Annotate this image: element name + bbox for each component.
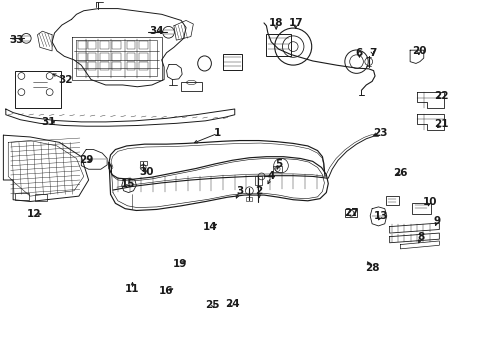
Text: 26: 26 <box>392 168 407 178</box>
Text: 12: 12 <box>27 209 41 219</box>
Text: 11: 11 <box>125 284 140 294</box>
Bar <box>35 194 47 201</box>
Bar <box>139 53 147 61</box>
Text: 28: 28 <box>364 263 379 273</box>
Text: 30: 30 <box>139 167 153 177</box>
Circle shape <box>288 42 298 51</box>
Text: 9: 9 <box>432 216 440 226</box>
Text: 1: 1 <box>214 129 221 138</box>
Text: 20: 20 <box>411 46 425 56</box>
Text: 10: 10 <box>422 197 436 207</box>
Bar <box>126 62 135 70</box>
Bar <box>78 62 86 70</box>
Text: 15: 15 <box>120 179 135 189</box>
Text: 14: 14 <box>203 222 217 231</box>
Text: 22: 22 <box>434 91 448 101</box>
Text: 34: 34 <box>149 26 164 36</box>
Text: 8: 8 <box>416 232 424 242</box>
Bar <box>181 82 201 91</box>
Bar <box>112 62 121 70</box>
Bar <box>139 62 147 70</box>
Bar <box>100 41 108 49</box>
Bar <box>87 62 96 70</box>
Text: 23: 23 <box>372 128 386 138</box>
Bar <box>87 53 96 61</box>
Bar <box>345 210 356 217</box>
Text: 19: 19 <box>173 259 187 269</box>
Bar <box>246 197 252 201</box>
Bar <box>15 193 29 200</box>
Text: 31: 31 <box>41 117 56 127</box>
Text: 16: 16 <box>159 286 173 296</box>
Bar <box>126 41 135 49</box>
Bar <box>78 53 86 61</box>
Text: 7: 7 <box>368 48 376 58</box>
Bar <box>266 34 290 56</box>
Bar <box>15 71 61 108</box>
Bar <box>222 54 242 70</box>
Text: 29: 29 <box>79 155 93 165</box>
Bar <box>139 41 147 49</box>
Text: 5: 5 <box>274 159 282 169</box>
Text: 25: 25 <box>205 300 220 310</box>
Bar <box>112 53 121 61</box>
Text: 32: 32 <box>58 75 72 85</box>
Text: 13: 13 <box>373 211 387 221</box>
Text: 2: 2 <box>255 186 262 196</box>
Bar <box>411 203 430 214</box>
Text: 24: 24 <box>225 299 240 309</box>
Bar <box>78 41 86 49</box>
Bar <box>140 161 146 165</box>
Text: 6: 6 <box>355 48 362 58</box>
Bar <box>100 53 108 61</box>
Bar <box>272 166 282 172</box>
Text: 4: 4 <box>267 171 274 181</box>
Text: 3: 3 <box>236 186 243 196</box>
Bar <box>385 196 399 206</box>
Text: 27: 27 <box>344 208 358 219</box>
Text: 18: 18 <box>268 18 283 28</box>
Text: 33: 33 <box>9 35 24 45</box>
Bar <box>112 41 121 49</box>
Text: 17: 17 <box>288 18 303 28</box>
Text: 21: 21 <box>434 120 448 129</box>
Bar <box>254 176 261 185</box>
Bar <box>87 41 96 49</box>
Bar <box>100 62 108 70</box>
Bar <box>126 53 135 61</box>
